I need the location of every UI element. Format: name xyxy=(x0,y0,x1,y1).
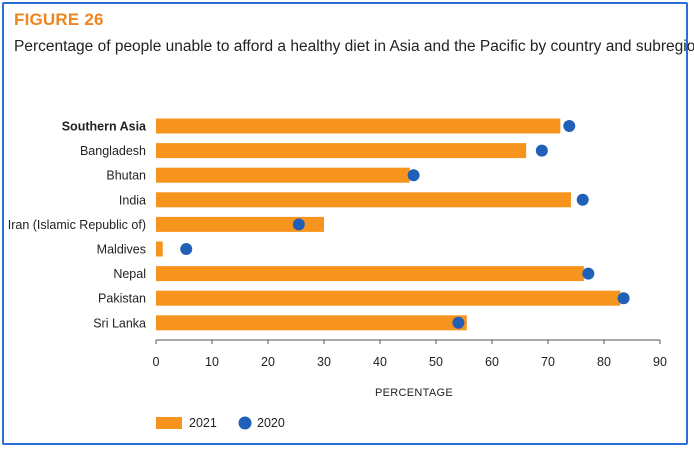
legend-label-2021: 2021 xyxy=(189,416,217,430)
category-label-india: India xyxy=(119,193,146,207)
category-label-sri-lanka: Sri Lanka xyxy=(93,316,146,330)
dot-2020-india xyxy=(576,193,589,206)
bar-2021-sri-lanka xyxy=(156,315,467,331)
bar-2021-iran-islamic-republic-of xyxy=(156,216,324,232)
x-tick-label-20: 20 xyxy=(261,355,275,369)
category-label-southern-asia: Southern Asia xyxy=(62,120,147,134)
bar-2021-bhutan xyxy=(156,167,410,183)
x-tick-label-50: 50 xyxy=(429,355,443,369)
bar-2021-bangladesh xyxy=(156,143,527,159)
dots-2020 xyxy=(180,120,630,329)
dot-2020-maldives xyxy=(180,243,193,255)
x-tick-label-60: 60 xyxy=(485,355,499,369)
legend-label-2020: 2020 xyxy=(257,416,285,430)
bar-2021-india xyxy=(156,192,571,208)
category-label-bhutan: Bhutan xyxy=(106,169,146,183)
x-tick-label-80: 80 xyxy=(597,355,611,369)
category-label-pakistan: Pakistan xyxy=(98,292,146,306)
category-label-nepal: Nepal xyxy=(113,267,146,281)
dot-2020-bhutan xyxy=(407,169,420,182)
x-tick-label-0: 0 xyxy=(153,355,160,369)
x-axis-title: PERCENTAGE xyxy=(375,387,453,399)
dot-2020-iran-islamic-republic-of xyxy=(292,218,305,231)
figure-title: Percentage of people unable to afford a … xyxy=(14,38,694,55)
x-tick-label-10: 10 xyxy=(205,355,219,369)
bars-2021 xyxy=(156,118,621,331)
dot-2020-sri-lanka xyxy=(452,316,465,329)
bar-2021-nepal xyxy=(156,266,584,282)
dot-2020-southern-asia xyxy=(563,120,576,132)
legend-swatch-2021 xyxy=(156,417,182,429)
category-label-maldives: Maldives xyxy=(97,243,146,257)
figure-frame xyxy=(2,2,688,445)
dot-2020-bangladesh xyxy=(535,144,548,157)
dot-2020-nepal xyxy=(582,267,595,280)
category-label-iran-islamic-republic-of: Iran (Islamic Republic of) xyxy=(8,218,146,232)
legend: 2021 2020 xyxy=(156,416,285,430)
category-label-bangladesh: Bangladesh xyxy=(80,144,146,158)
bar-2021-southern-asia xyxy=(156,118,561,134)
dot-2020-pakistan xyxy=(617,292,630,305)
x-tick-label-70: 70 xyxy=(541,355,555,369)
figure-label: FIGURE 26 xyxy=(14,10,104,29)
x-tick-label-90: 90 xyxy=(653,355,667,369)
x-tick-label-40: 40 xyxy=(373,355,387,369)
bar-2021-pakistan xyxy=(156,290,621,306)
x-tick-label-30: 30 xyxy=(317,355,331,369)
category-labels: Southern Asia Bangladesh Bhutan India Iran (… xyxy=(8,120,147,331)
legend-swatch-2020 xyxy=(238,416,252,430)
x-axis-ticks: 0 10 20 30 40 50 60 70 80 90 xyxy=(153,340,667,369)
bar-2021-maldives xyxy=(156,241,163,257)
